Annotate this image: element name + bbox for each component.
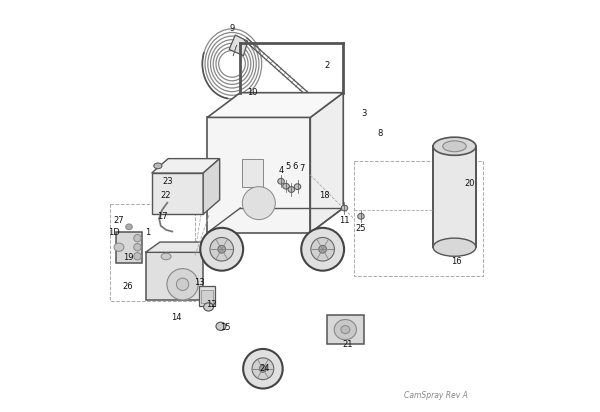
Ellipse shape [341,325,350,334]
Ellipse shape [114,243,124,251]
Text: CamSpray Rev A: CamSpray Rev A [404,391,468,400]
Polygon shape [152,173,203,214]
Text: 6: 6 [292,162,298,171]
Polygon shape [208,93,343,117]
Polygon shape [146,242,218,252]
Ellipse shape [176,278,189,290]
Text: 11: 11 [339,216,349,225]
Text: 17: 17 [157,212,167,221]
Ellipse shape [294,184,301,190]
Polygon shape [327,315,364,344]
Text: 19: 19 [123,253,133,262]
Ellipse shape [341,205,348,211]
Ellipse shape [243,349,283,389]
Text: 9: 9 [229,23,235,33]
Bar [433,146,476,247]
Ellipse shape [167,269,198,300]
Text: 25: 25 [356,224,366,233]
Polygon shape [208,117,310,233]
Text: 5: 5 [286,162,291,171]
Ellipse shape [134,253,141,260]
Text: 22: 22 [161,191,172,200]
Text: 16: 16 [451,257,462,266]
Ellipse shape [301,228,344,271]
Ellipse shape [433,238,476,256]
Text: 23: 23 [162,177,173,186]
Polygon shape [310,93,343,233]
Ellipse shape [161,253,171,260]
Polygon shape [203,159,220,214]
Text: 2: 2 [324,61,329,70]
Ellipse shape [358,213,364,219]
Text: 20: 20 [464,179,475,188]
Ellipse shape [311,237,334,261]
Ellipse shape [288,187,295,192]
Bar [201,290,212,303]
Text: 12: 12 [206,300,217,309]
Text: 3: 3 [361,109,367,118]
Text: 1D: 1D [108,228,119,237]
Ellipse shape [134,234,141,242]
Ellipse shape [210,237,233,261]
Text: 18: 18 [319,191,330,200]
Ellipse shape [319,246,326,253]
Polygon shape [146,252,203,300]
Ellipse shape [443,141,466,152]
Ellipse shape [259,365,266,372]
Ellipse shape [126,224,133,229]
Polygon shape [229,35,248,56]
Text: 13: 13 [194,278,205,287]
Ellipse shape [200,228,243,271]
Ellipse shape [242,187,275,220]
Ellipse shape [278,178,284,184]
Text: 26: 26 [123,282,134,291]
Bar [242,159,263,187]
Ellipse shape [154,163,162,169]
Text: 27: 27 [113,216,124,225]
Text: 7: 7 [299,164,305,173]
Polygon shape [116,232,142,263]
Text: 8: 8 [377,129,383,138]
Ellipse shape [283,183,289,189]
Text: 1: 1 [145,228,150,237]
Text: 21: 21 [342,339,353,349]
Text: 15: 15 [221,323,231,332]
Text: 24: 24 [260,364,270,373]
Ellipse shape [334,320,356,339]
Ellipse shape [134,243,141,251]
Text: 4: 4 [279,166,284,176]
Ellipse shape [335,120,343,125]
Text: 10: 10 [247,88,258,97]
Bar [199,286,215,306]
Ellipse shape [216,322,226,330]
Ellipse shape [252,358,274,379]
Ellipse shape [433,137,476,155]
Text: 14: 14 [171,313,182,322]
Polygon shape [152,159,220,173]
Ellipse shape [218,246,226,253]
Ellipse shape [203,303,214,311]
